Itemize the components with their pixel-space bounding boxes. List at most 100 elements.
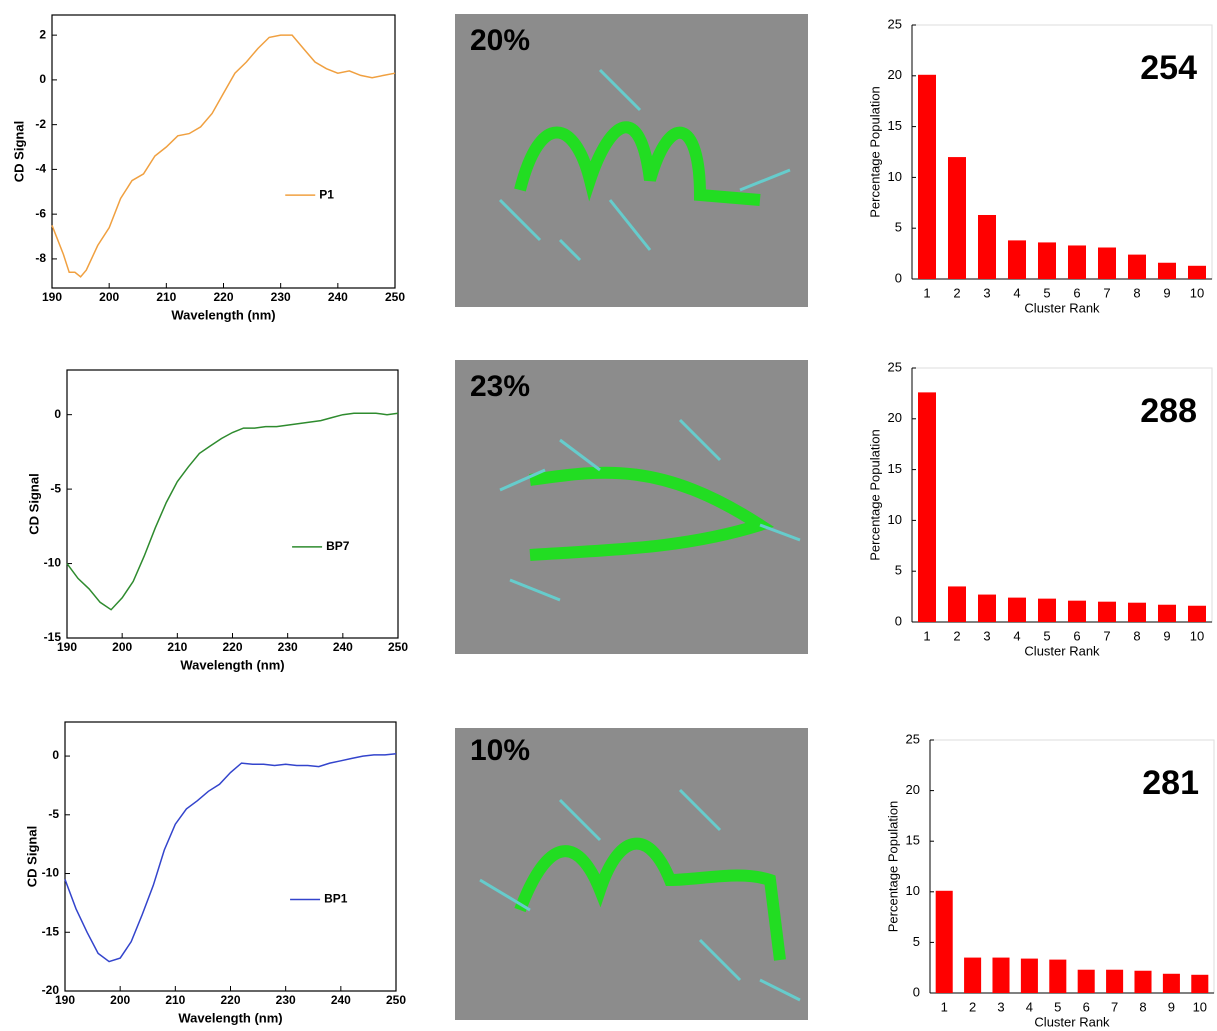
bar [1038, 242, 1056, 279]
legend-label: BP7 [326, 539, 350, 553]
bar [1098, 602, 1116, 622]
bar [1158, 263, 1176, 279]
legend-label: P1 [319, 187, 334, 201]
y-tick-label: 25 [888, 16, 902, 31]
bar [978, 595, 996, 622]
y-tick-label: 15 [888, 118, 902, 133]
y-tick-label: -10 [42, 866, 60, 880]
y-tick-label: -5 [50, 481, 61, 495]
y-axis-label: Percentage Population [867, 429, 882, 561]
bar [1188, 266, 1206, 279]
bar [1188, 606, 1206, 622]
bar [1068, 601, 1086, 622]
y-tick-label: -15 [42, 924, 60, 938]
y-tick-label: 20 [906, 782, 920, 797]
x-tick-label: 230 [278, 640, 298, 654]
structure-image: 20% [455, 14, 808, 307]
bar [1134, 971, 1151, 993]
y-tick-label: 25 [888, 359, 902, 374]
plot-frame [52, 15, 395, 288]
x-tick-label: 3 [983, 285, 990, 300]
percent-label: 23% [470, 370, 530, 403]
x-tick-label: 240 [331, 993, 351, 1007]
x-tick-label: 7 [1103, 285, 1110, 300]
bar [978, 215, 996, 279]
y-tick-label: -10 [44, 556, 62, 570]
x-axis-label: Cluster Rank [1024, 300, 1100, 315]
percent-label: 20% [470, 24, 530, 57]
x-tick-label: 250 [386, 993, 406, 1007]
y-tick-label: -4 [35, 162, 46, 176]
y-tick-label: 0 [895, 613, 902, 628]
figure: 20% 23% 10% 190200210220230240250-8-6-4-… [0, 0, 1217, 1031]
y-tick-label: 2 [39, 27, 46, 41]
bar [992, 958, 1009, 993]
bar [1128, 603, 1146, 622]
bar [1021, 959, 1038, 993]
annotation: 281 [1142, 764, 1199, 802]
x-tick-label: 230 [276, 993, 296, 1007]
y-tick-label: 20 [888, 410, 902, 425]
data-line [67, 413, 398, 610]
y-tick-label: -8 [35, 251, 46, 265]
bar [1191, 975, 1208, 993]
x-axis-label: Wavelength (nm) [180, 657, 284, 672]
y-tick-label: 10 [888, 169, 902, 184]
x-tick-label: 4 [1026, 999, 1033, 1014]
bar [1078, 970, 1095, 993]
x-tick-label: 9 [1163, 628, 1170, 643]
annotation: 254 [1140, 49, 1197, 87]
x-tick-label: 1 [923, 628, 930, 643]
x-tick-label: 250 [388, 640, 408, 654]
y-tick-label: 0 [52, 748, 59, 762]
x-tick-label: 6 [1073, 628, 1080, 643]
x-tick-label: 4 [1013, 628, 1020, 643]
bar [1049, 960, 1066, 993]
bar [948, 157, 966, 279]
x-tick-label: 220 [222, 640, 242, 654]
x-tick-label: 4 [1013, 285, 1020, 300]
x-axis-label: Wavelength (nm) [171, 307, 275, 322]
y-tick-label: 10 [906, 883, 920, 898]
y-tick-label: -5 [48, 807, 59, 821]
y-axis-label: CD Signal [24, 826, 39, 887]
x-tick-label: 190 [42, 290, 62, 304]
x-axis-label: Cluster Rank [1024, 643, 1100, 658]
bar [1008, 240, 1026, 279]
x-tick-label: 8 [1133, 285, 1140, 300]
x-tick-label: 10 [1190, 285, 1204, 300]
y-tick-label: -6 [35, 206, 46, 220]
x-tick-label: 200 [112, 640, 132, 654]
x-tick-label: 7 [1111, 999, 1118, 1014]
structure-image: 10% [455, 728, 808, 1020]
x-tick-label: 230 [271, 290, 291, 304]
x-tick-label: 210 [156, 290, 176, 304]
y-tick-label: 0 [913, 984, 920, 999]
bar [936, 891, 953, 993]
y-tick-label: 20 [888, 67, 902, 82]
x-tick-label: 1 [941, 999, 948, 1014]
bar [918, 75, 936, 279]
y-tick-label: 0 [54, 407, 61, 421]
x-tick-label: 10 [1193, 999, 1207, 1014]
x-tick-label: 1 [923, 285, 930, 300]
bar [1068, 245, 1086, 279]
y-axis-label: CD Signal [11, 121, 26, 182]
y-axis-label: Percentage Population [867, 86, 882, 218]
x-tick-label: 6 [1073, 285, 1080, 300]
x-axis-label: Wavelength (nm) [178, 1010, 282, 1025]
x-tick-label: 9 [1168, 999, 1175, 1014]
x-tick-label: 5 [1043, 285, 1050, 300]
x-tick-label: 3 [983, 628, 990, 643]
x-tick-label: 5 [1054, 999, 1061, 1014]
x-tick-label: 210 [165, 993, 185, 1007]
x-tick-label: 240 [333, 640, 353, 654]
y-axis-label: CD Signal [26, 473, 41, 534]
x-tick-label: 8 [1139, 999, 1146, 1014]
bar [1098, 248, 1116, 279]
data-line [65, 754, 396, 962]
bar [1163, 974, 1180, 993]
x-tick-label: 10 [1190, 628, 1204, 643]
x-tick-label: 220 [220, 993, 240, 1007]
x-tick-label: 2 [969, 999, 976, 1014]
